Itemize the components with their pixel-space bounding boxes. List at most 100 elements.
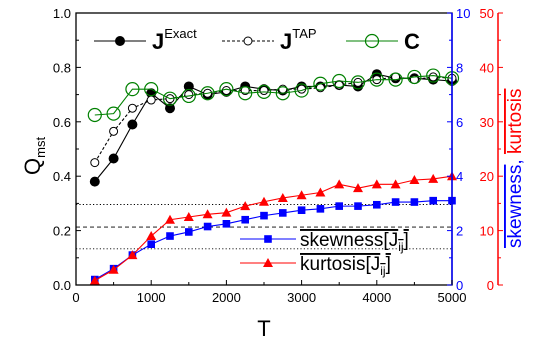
data-point (203, 222, 212, 231)
data-point (90, 158, 100, 168)
data-point (388, 72, 403, 87)
legend-label: kurtosis[Jij] (300, 254, 391, 278)
x-tick-label: 2000 (212, 290, 241, 305)
data-point (260, 211, 268, 220)
x-axis-title: T (257, 316, 270, 341)
data-point (144, 82, 159, 97)
right-red-tick-label: 50 (480, 6, 494, 21)
series-3 (87, 68, 460, 123)
data-point (256, 84, 272, 99)
data-point (313, 76, 328, 91)
data-point (165, 103, 175, 114)
left-tick-label: 0.2 (53, 224, 71, 239)
legend-label: JTAP (280, 26, 317, 54)
right-axis-title: skewness, kurtosis (505, 89, 526, 248)
right-blue-tick-label: 8 (456, 60, 463, 75)
data-point (146, 95, 156, 105)
legend-item-2: JTAP (222, 26, 317, 54)
right-red-tick-label: 10 (480, 224, 494, 239)
data-point (108, 264, 119, 274)
legend-item-4: skewness[Jij] (240, 230, 409, 254)
data-point (296, 190, 307, 200)
data-point (109, 126, 119, 136)
right-blue-tick-label: 10 (456, 6, 470, 21)
legend-item-5: kurtosis[Jij] (240, 254, 391, 278)
right-red-tick-label: 40 (480, 60, 494, 75)
legend-marker (264, 235, 272, 243)
data-point (277, 192, 288, 202)
data-point (106, 106, 121, 121)
data-point (428, 173, 439, 183)
data-point (162, 91, 178, 106)
data-point (371, 179, 382, 189)
right-red-tick-label: 0 (487, 278, 494, 293)
data-point (332, 73, 347, 89)
data-point (259, 196, 269, 206)
data-point (147, 240, 155, 248)
data-point (146, 231, 157, 241)
data-point (183, 212, 194, 221)
data-point (279, 209, 287, 217)
right-blue-tick-label: 2 (456, 224, 463, 239)
legend-item-3: C (346, 29, 420, 54)
data-point (428, 72, 438, 82)
data-point (108, 153, 119, 164)
data-point (202, 209, 213, 219)
left-tick-label: 1.0 (53, 6, 71, 21)
data-point (334, 179, 345, 189)
data-point (240, 201, 251, 211)
series-line (94, 175, 453, 282)
x-tick-label: 0 (72, 290, 79, 305)
data-point (369, 72, 384, 87)
right-blue-tick-label: 6 (456, 115, 463, 130)
legend-marker (115, 36, 125, 46)
data-point (429, 196, 437, 205)
data-point (426, 68, 441, 83)
series-5 (89, 171, 457, 285)
data-point (200, 86, 215, 101)
data-point (335, 202, 343, 210)
data-point (166, 232, 174, 240)
data-point (221, 207, 232, 217)
data-point (127, 103, 137, 113)
data-point (391, 198, 400, 206)
x-tick-label: 3000 (287, 290, 316, 305)
data-point (297, 206, 306, 214)
left-tick-label: 0.6 (53, 115, 71, 130)
legend-label: C (404, 29, 420, 54)
axes-layer: 0 1000 2000 3000 4000 5000T0.00.20.40.60.81.0… (20, 6, 526, 341)
data-point (127, 250, 138, 260)
data-point (275, 86, 290, 101)
legend-label: skewness[Jij] (300, 230, 409, 254)
data-point (89, 176, 100, 187)
left-axis-title: Qmst (20, 137, 48, 175)
data-point (125, 82, 140, 97)
data-point (316, 205, 325, 213)
right-red-tick-label: 30 (480, 115, 494, 130)
x-tick-label: 5000 (438, 290, 467, 305)
x-tick-label: 1000 (137, 290, 166, 305)
data-point (354, 202, 362, 210)
data-point (390, 179, 401, 189)
data-point (221, 86, 231, 96)
data-point (409, 175, 420, 185)
data-point (181, 88, 196, 104)
data-point (89, 275, 100, 285)
data-point (241, 215, 249, 224)
data-point (184, 90, 194, 100)
data-point (219, 82, 234, 97)
data-point (127, 119, 138, 130)
data-point (407, 69, 422, 85)
data-point (238, 86, 253, 101)
data-point (315, 187, 326, 197)
data-point (259, 86, 269, 96)
data-point (353, 183, 363, 193)
legend-item-1: JExact (94, 26, 197, 54)
data-point (87, 107, 102, 123)
data-point (165, 214, 175, 224)
legend-marker (263, 258, 273, 267)
x-tick-label: 4000 (362, 290, 391, 305)
data-point (350, 75, 366, 90)
data-point (185, 228, 193, 236)
